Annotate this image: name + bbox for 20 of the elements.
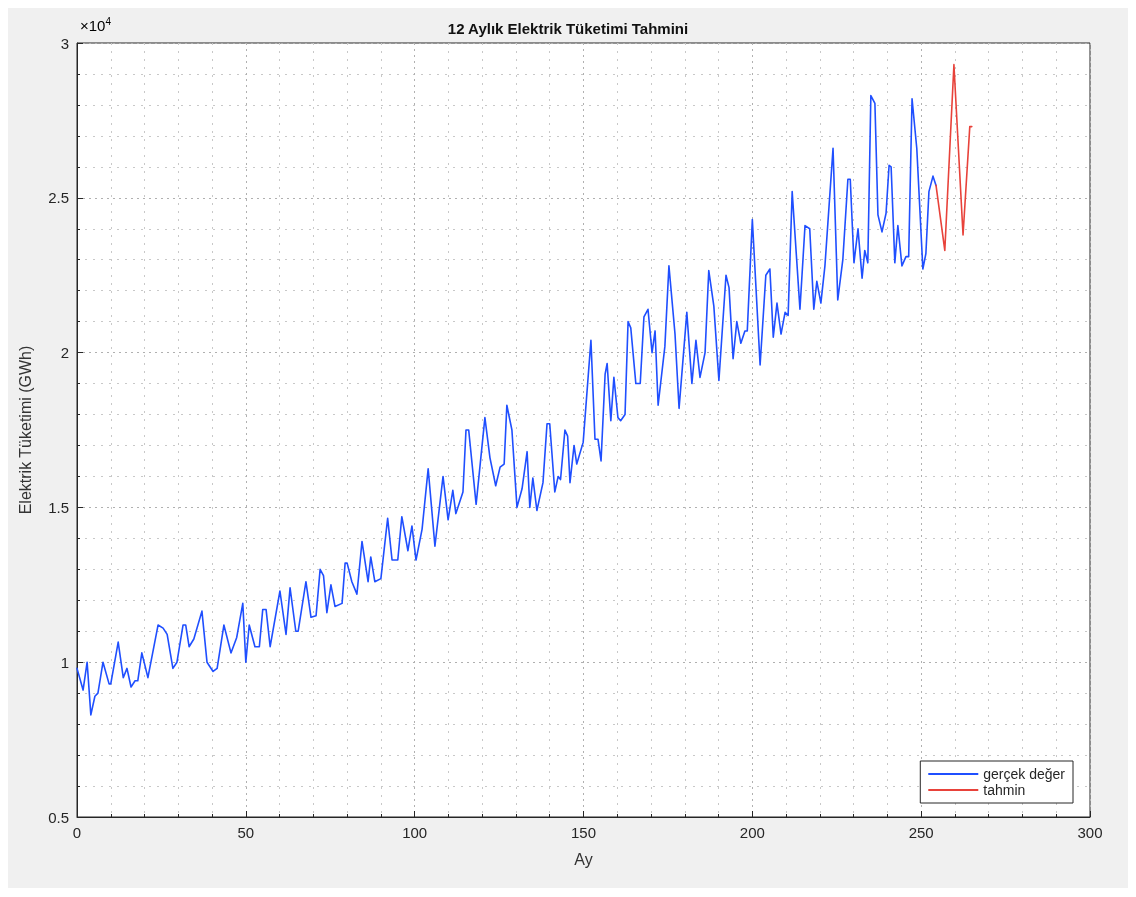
x-tick-label: 150 <box>570 824 597 841</box>
x-tick-label: 50 <box>237 824 255 841</box>
x-tick-label: 0 <box>72 824 82 841</box>
x-tick-label: 100 <box>402 824 428 841</box>
y-tick-label: 2.5 <box>48 189 69 207</box>
y-tick-label: 3 <box>60 34 69 52</box>
x-tick-label: 300 <box>1077 824 1103 841</box>
x-axis-title: Ay <box>574 850 593 868</box>
x-tick-label: 200 <box>739 824 765 841</box>
y-tick-label: 0.5 <box>48 808 69 826</box>
y-tick-label: 1 <box>60 653 69 671</box>
line-series <box>935 63 973 252</box>
legend-label: tahmin <box>983 782 1026 798</box>
y-axis-title: Elektrik Tüketimi (GWh) <box>16 345 34 515</box>
y-tick-label: 2 <box>60 344 69 362</box>
line-series <box>76 94 937 716</box>
x-tick-label: 250 <box>908 824 934 841</box>
chart-title: 12 Aylık Elektrik Tüketimi Tahmini <box>447 20 689 37</box>
legend-label: gerçek değer <box>983 766 1066 782</box>
y-tick-label: 1.5 <box>48 498 69 516</box>
